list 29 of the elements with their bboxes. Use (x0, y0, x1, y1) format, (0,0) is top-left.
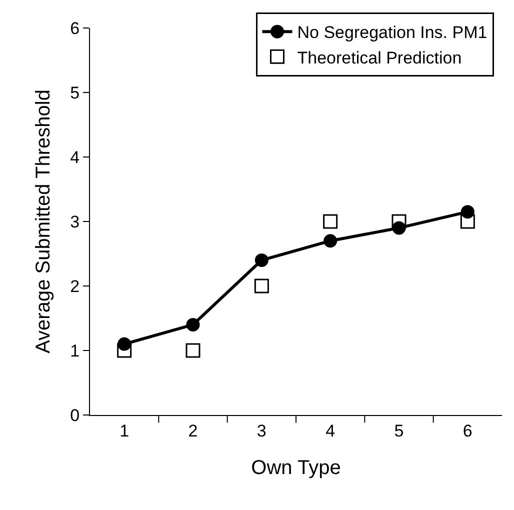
point (392, 221, 406, 235)
point (254, 253, 268, 267)
x-tick-label: 5 (394, 421, 404, 440)
y-tick-label: 0 (70, 406, 80, 425)
point (118, 337, 132, 351)
point (117, 343, 132, 358)
x-tick-label: 2 (188, 421, 198, 440)
point (460, 205, 474, 219)
y-tick-label: 5 (70, 83, 80, 102)
x-tick-label: 3 (256, 421, 266, 440)
y-tick-label: 3 (70, 212, 80, 232)
point (186, 343, 200, 358)
legend-label: No Segregation Ins. PM1 (297, 23, 488, 42)
y-tick-label: 1 (70, 341, 80, 360)
point (254, 278, 269, 294)
y-tick-label: 4 (70, 148, 80, 167)
x-axis-title: Own Type (251, 456, 341, 479)
point (324, 234, 338, 248)
x-tick-label: 1 (120, 421, 130, 440)
y-axis-title: Average Submitted Threshold (32, 90, 55, 354)
legend-label: Theoretical Prediction (297, 48, 462, 68)
point (186, 318, 200, 332)
point (323, 214, 338, 229)
y-tick-label: 2 (70, 276, 80, 296)
x-tick-label: 4 (326, 421, 336, 440)
point (460, 214, 475, 229)
y-tick-label: 6 (70, 18, 80, 38)
point (392, 214, 406, 229)
x-tick-label: 6 (462, 421, 472, 440)
